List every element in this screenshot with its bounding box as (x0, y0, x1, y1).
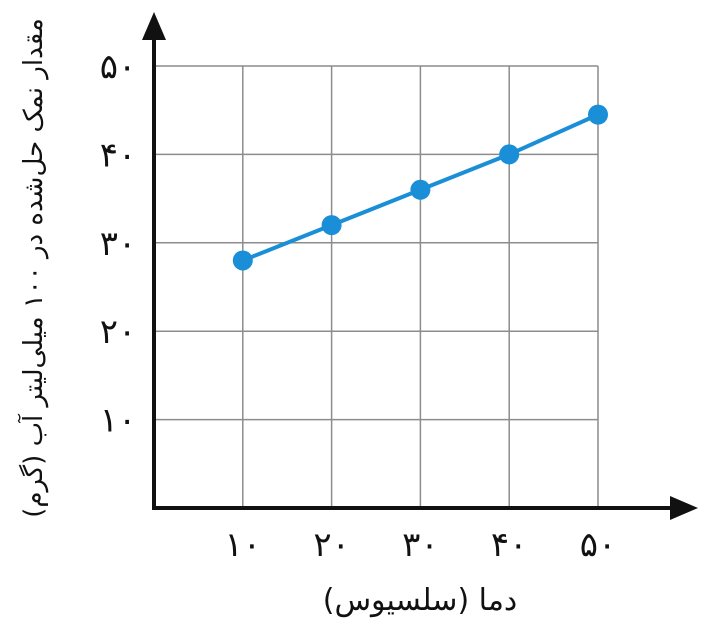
x-tick-labels: ۱۰ ۲۰ ۳۰ ۴۰ ۵۰ (225, 525, 617, 565)
x-axis-arrow-icon (670, 496, 698, 520)
axes (142, 12, 698, 520)
y-tick-label: ۴۰ (100, 135, 137, 175)
data-point (232, 250, 253, 271)
y-tick-label: ۱۰ (100, 401, 137, 441)
data-point (410, 179, 431, 200)
y-tick-labels: ۱۰ ۲۰ ۳۰ ۴۰ ۵۰ (100, 47, 137, 441)
x-tick-label: ۴۰ (491, 525, 528, 565)
data-point (321, 215, 342, 236)
y-axis-title: مقدار نمک حل‌شده در ۱۰۰ میلی‌لیتر آب (گر… (17, 18, 49, 518)
series (232, 104, 608, 271)
y-axis-arrow-icon (142, 12, 166, 40)
data-point (499, 144, 520, 165)
x-tick-label: ۵۰ (580, 525, 617, 565)
y-tick-label: ۵۰ (100, 47, 137, 87)
x-axis-title: دما (سلسیوس) (323, 583, 518, 618)
x-tick-label: ۳۰ (402, 525, 439, 565)
x-tick-label: ۱۰ (225, 525, 262, 565)
x-tick-label: ۲۰ (313, 525, 350, 565)
data-point (588, 104, 608, 125)
y-tick-label: ۲۰ (100, 312, 137, 352)
y-tick-label: ۳۰ (100, 224, 137, 264)
grid (154, 65, 599, 508)
